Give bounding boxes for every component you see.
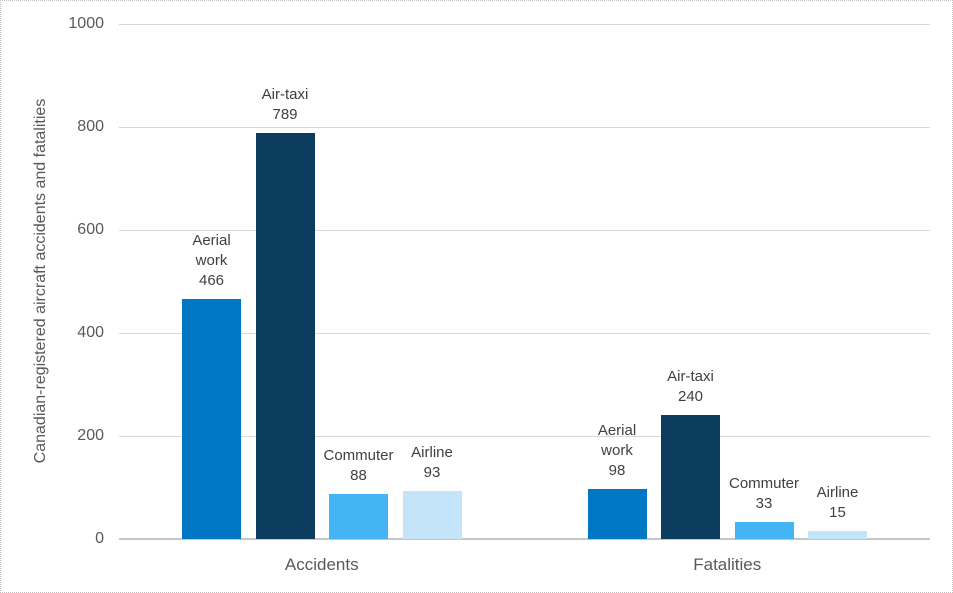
y-tick-label-0: 0	[95, 530, 104, 547]
y-tick-label-200: 200	[77, 427, 104, 444]
y-tick-label-1000: 1000	[68, 15, 104, 32]
bar-label-air-taxi-fatalities: Air-taxi 240	[667, 368, 714, 406]
bar-label-commuter-fatalities: Commuter 33	[728, 475, 799, 512]
bar-label-aerial-work-accidents: Aerial work 466	[192, 232, 231, 289]
y-tick-label-400: 400	[77, 324, 104, 341]
bar-airline-fatalities	[808, 531, 867, 539]
bar-aerial-work-accidents	[182, 299, 241, 539]
y-axis-title: Canadian-registered aircraft accidents a…	[32, 98, 49, 464]
bar-aerial-work-fatalities	[587, 488, 647, 539]
gridline-600	[119, 230, 930, 231]
bar-air-taxi-accidents	[255, 132, 315, 539]
category-label-fatalities: Fatalities	[693, 555, 762, 574]
gridline-400	[119, 333, 930, 334]
bar-air-taxi-fatalities	[661, 415, 720, 539]
bar-label-airline-fatalities: Airline 15	[816, 484, 859, 522]
bar-label-aerial-work-fatalities: Aerial work 98	[597, 421, 637, 479]
bar-label-air-taxi-accidents: Air-taxi 789	[261, 85, 309, 123]
bar-commuter-accidents	[329, 493, 388, 539]
y-tick-label-600: 600	[77, 221, 104, 238]
x-axis-line	[119, 538, 930, 540]
bar-airline-accidents	[402, 491, 462, 539]
bar-commuter-fatalities	[734, 522, 794, 539]
gridline-200	[119, 436, 930, 437]
gridline-1000	[119, 24, 930, 25]
bar-label-airline-accidents: Airline 93	[411, 444, 453, 482]
bar-label-commuter-accidents: Commuter 88	[323, 446, 394, 484]
y-tick-label-800: 800	[77, 118, 104, 135]
gridline-800	[119, 127, 930, 128]
category-label-accidents: Accidents	[284, 555, 359, 574]
